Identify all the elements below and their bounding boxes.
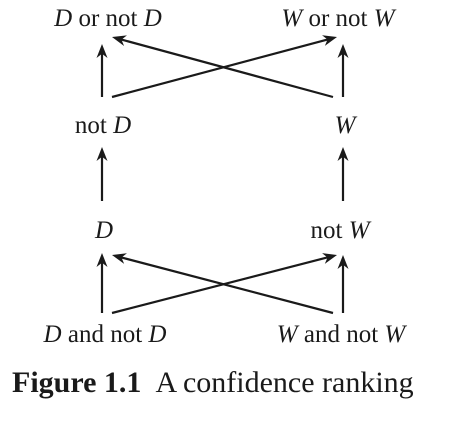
arrow-d-and-not-d-to-d	[97, 253, 108, 313]
node-text-part: D	[112, 112, 131, 139]
arrow-shaft	[121, 257, 333, 313]
node-text-part: or not	[72, 5, 144, 32]
arrow-d-and-not-d-to-not-w	[112, 253, 337, 313]
figure-title: A confidence ranking	[155, 366, 413, 399]
node-text-part: and not	[298, 321, 385, 348]
arrow-not-d-to-w-or-not-w	[112, 35, 337, 97]
node-text-part: D	[43, 321, 62, 348]
node-d-and-not-d: D and not D	[43, 321, 167, 348]
node-w-or-not-w: W or not W	[281, 5, 396, 32]
arrow-w-and-not-w-to-not-w	[338, 255, 349, 313]
node-text-part: not	[75, 112, 113, 139]
node-text-part: W	[349, 217, 372, 244]
node-w-and-not-w: W and not W	[277, 321, 408, 348]
edges-layer	[97, 35, 349, 313]
node-text-part: W	[374, 5, 397, 32]
node-text-part: D	[143, 5, 162, 32]
node-text-part: or not	[302, 5, 374, 32]
arrow-shaft	[112, 39, 328, 97]
arrow-d-to-not-d	[97, 147, 108, 201]
node-text-part: W	[384, 321, 407, 348]
figure-label: Figure 1.1	[12, 366, 141, 399]
node-text-part: W	[335, 112, 358, 139]
node-text-part: D	[94, 217, 113, 244]
node-w: W	[335, 112, 358, 139]
node-not-d: not D	[75, 112, 131, 139]
arrow-w-to-w-or-not-w	[338, 44, 349, 97]
node-text-part: not	[310, 217, 348, 244]
node-d: D	[94, 217, 113, 244]
node-text-part: W	[277, 321, 300, 348]
arrow-not-d-to-d-or-not-d	[97, 44, 108, 97]
node-text-part: D	[53, 5, 72, 32]
arrow-not-w-to-w	[338, 147, 349, 201]
node-not-w: not W	[310, 217, 371, 244]
arrow-shaft	[121, 39, 333, 97]
node-text-part: and not	[62, 321, 149, 348]
figure-caption: Figure 1.1 A confidence ranking	[12, 366, 452, 400]
node-text-part: W	[281, 5, 304, 32]
node-text-part: D	[147, 321, 166, 348]
arrow-shaft	[112, 257, 328, 313]
node-d-or-not-d: D or not D	[53, 5, 162, 32]
